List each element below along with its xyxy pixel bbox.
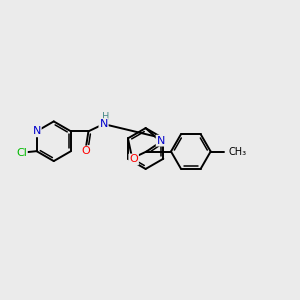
Text: N: N	[157, 136, 165, 146]
Text: CH₃: CH₃	[229, 146, 247, 157]
Text: O: O	[82, 146, 91, 157]
Text: N: N	[99, 119, 108, 129]
Text: N: N	[32, 126, 41, 136]
Text: H: H	[102, 112, 109, 122]
Text: Cl: Cl	[16, 148, 27, 158]
Text: O: O	[129, 154, 138, 164]
